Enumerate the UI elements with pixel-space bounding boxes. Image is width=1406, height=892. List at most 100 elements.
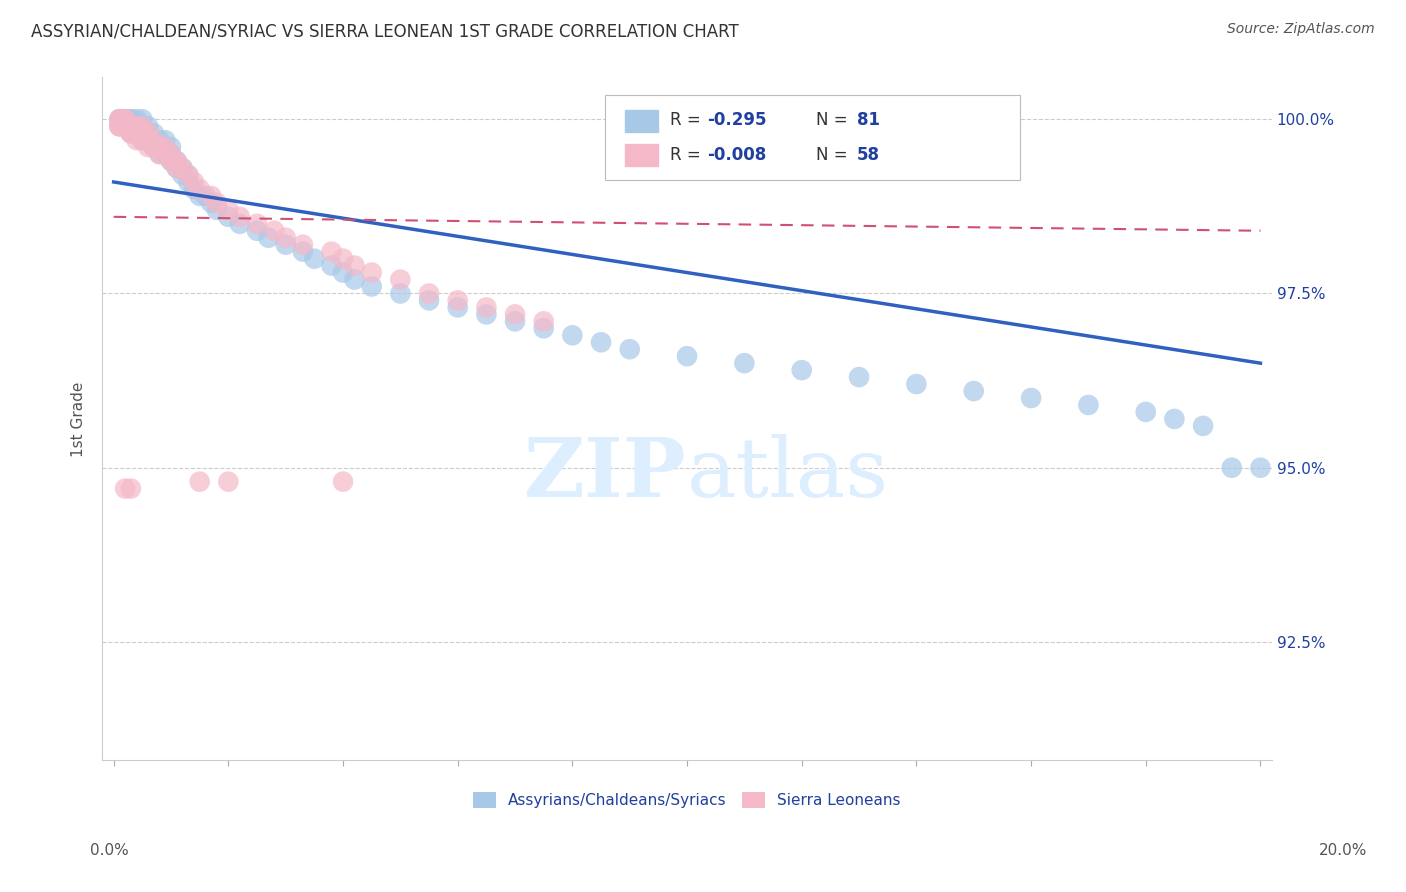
Point xyxy=(114,112,136,127)
Point xyxy=(160,154,183,169)
Point xyxy=(360,266,382,280)
Bar xyxy=(626,110,658,132)
Point xyxy=(155,133,177,147)
Point xyxy=(120,120,142,134)
Point xyxy=(131,126,153,140)
Text: 81: 81 xyxy=(856,112,880,129)
Point xyxy=(120,126,142,140)
Point xyxy=(274,231,297,245)
Point xyxy=(131,126,153,140)
Point xyxy=(229,210,252,224)
Point xyxy=(120,126,142,140)
Point xyxy=(108,112,131,127)
Point xyxy=(108,120,131,134)
Point xyxy=(1135,405,1157,419)
Text: N =: N = xyxy=(815,145,852,163)
Point xyxy=(108,112,131,127)
Point xyxy=(172,161,194,175)
Point xyxy=(131,133,153,147)
Point xyxy=(160,147,183,161)
Point xyxy=(1163,412,1185,426)
Point xyxy=(332,475,354,489)
Legend: Assyrians/Chaldeans/Syriacs, Sierra Leoneans: Assyrians/Chaldeans/Syriacs, Sierra Leon… xyxy=(467,786,907,814)
Point xyxy=(160,154,183,169)
Point xyxy=(389,272,412,286)
Point xyxy=(108,120,131,134)
Point xyxy=(131,120,153,134)
Text: 58: 58 xyxy=(856,145,880,163)
Point xyxy=(343,272,366,286)
Point xyxy=(172,161,194,175)
Point xyxy=(676,349,699,363)
Point xyxy=(1249,460,1271,475)
Point xyxy=(733,356,755,370)
Point xyxy=(155,140,177,154)
Point xyxy=(790,363,813,377)
Y-axis label: 1st Grade: 1st Grade xyxy=(72,381,86,457)
Point xyxy=(142,133,165,147)
Point xyxy=(136,133,159,147)
Text: atlas: atlas xyxy=(688,434,889,514)
Point xyxy=(332,252,354,266)
Point xyxy=(131,133,153,147)
Point xyxy=(114,112,136,127)
Point xyxy=(160,147,183,161)
Point xyxy=(108,112,131,127)
Point xyxy=(136,140,159,154)
Point xyxy=(120,126,142,140)
Point xyxy=(148,133,170,147)
Point xyxy=(120,112,142,127)
Point xyxy=(200,195,222,210)
Point xyxy=(120,120,142,134)
Point xyxy=(188,189,211,203)
Point xyxy=(447,293,470,308)
Point xyxy=(274,237,297,252)
Point xyxy=(114,120,136,134)
Point xyxy=(304,252,326,266)
Point xyxy=(125,133,148,147)
Point xyxy=(155,140,177,154)
Point xyxy=(1192,418,1215,433)
Point xyxy=(1019,391,1042,405)
Point xyxy=(389,286,412,301)
Point xyxy=(114,112,136,127)
Point xyxy=(533,321,555,335)
Point xyxy=(125,120,148,134)
Point xyxy=(136,120,159,134)
Point xyxy=(114,112,136,127)
Point xyxy=(188,475,211,489)
Point xyxy=(125,112,148,127)
Point xyxy=(155,147,177,161)
Point xyxy=(475,307,498,321)
Point xyxy=(848,370,870,384)
Text: R =: R = xyxy=(669,112,706,129)
Text: -0.295: -0.295 xyxy=(707,112,766,129)
Point xyxy=(619,343,641,357)
Point xyxy=(183,182,205,196)
Point xyxy=(963,384,986,398)
Point xyxy=(148,140,170,154)
Point xyxy=(142,140,165,154)
Point xyxy=(114,120,136,134)
Point xyxy=(246,217,269,231)
Text: ASSYRIAN/CHALDEAN/SYRIAC VS SIERRA LEONEAN 1ST GRADE CORRELATION CHART: ASSYRIAN/CHALDEAN/SYRIAC VS SIERRA LEONE… xyxy=(31,22,738,40)
Point xyxy=(205,195,228,210)
Point xyxy=(125,126,148,140)
Point xyxy=(120,120,142,134)
Point xyxy=(177,168,200,182)
Point xyxy=(148,147,170,161)
Point xyxy=(160,140,183,154)
Point xyxy=(114,120,136,134)
Point xyxy=(217,202,239,217)
Point xyxy=(108,120,131,134)
Point xyxy=(166,161,188,175)
Point xyxy=(205,202,228,217)
Point xyxy=(136,126,159,140)
Point xyxy=(177,168,200,182)
Point xyxy=(332,266,354,280)
Point xyxy=(120,112,142,127)
Point xyxy=(503,314,526,328)
Point xyxy=(172,168,194,182)
Point xyxy=(475,301,498,315)
Text: 0.0%: 0.0% xyxy=(90,843,129,858)
